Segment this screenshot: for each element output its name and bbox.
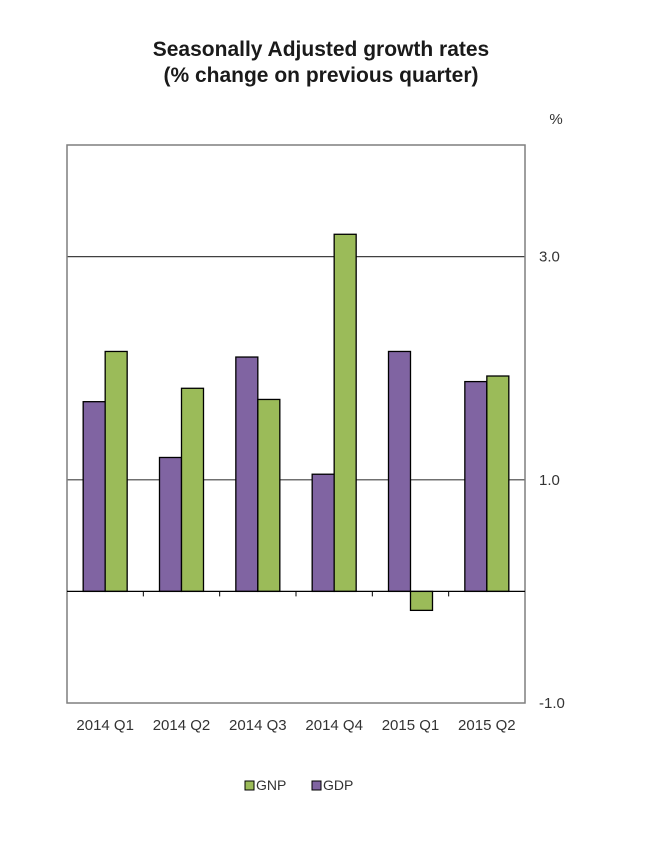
bar-gdp [311,473,335,593]
legend-label-gnp: GNP [256,777,286,793]
bar-gnp [257,398,281,593]
zero-axis [67,590,525,597]
bar-gnp [180,387,205,593]
chart-title: Seasonally Adjusted growth rates [153,38,489,61]
y-axis-ticks: 3.0 1.0 -1.0 [539,249,565,712]
bar-gnp [333,233,357,593]
bar-gnp [486,375,510,593]
y-axis-unit: % [549,111,562,128]
y-tick-label: 3.0 [539,249,560,266]
bar-gdp [464,380,488,593]
bar-gdp [387,350,412,593]
bar-gdp [82,401,106,593]
y-tick-label: 1.0 [539,472,560,489]
bar-gnp [409,590,434,612]
x-tick-label: 2014 Q4 [305,717,363,734]
bar-gdp [235,356,259,593]
x-tick-label: 2014 Q1 [76,717,134,734]
plot-area [66,144,526,704]
bar-gnp [104,350,128,593]
y-tick-label: -1.0 [539,695,565,712]
chart-subtitle: (% change on previous quarter) [163,64,478,87]
x-tick-label: 2015 Q2 [458,717,516,734]
x-axis-ticks: 2014 Q1 2014 Q2 2014 Q3 2014 Q4 2015 Q1 2015 … [76,717,515,734]
legend-swatch-gnp [244,780,255,791]
legend: GNP GDP [244,777,353,793]
bar-gdp [158,456,183,593]
legend-label-gdp: GDP [323,777,353,793]
gridlines [67,256,525,481]
x-tick-label: 2014 Q2 [153,717,211,734]
legend-swatch-gdp [311,780,322,791]
x-tick-label: 2015 Q1 [382,717,440,734]
bars [82,233,510,612]
x-tick-label: 2014 Q3 [229,717,287,734]
